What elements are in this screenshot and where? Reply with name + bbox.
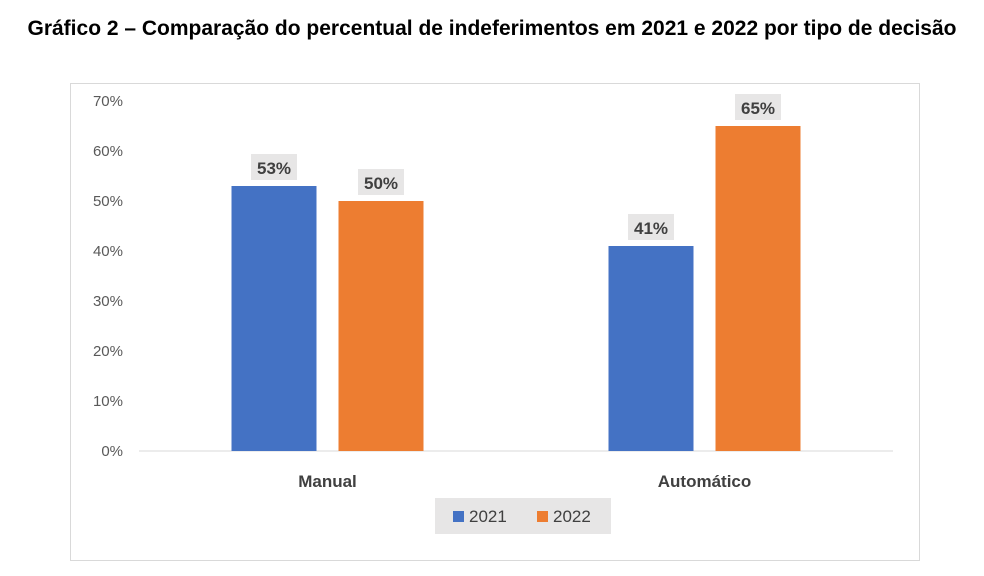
legend-label-2022: 2022 <box>553 507 591 526</box>
legend-swatch-2021 <box>453 511 464 522</box>
data-label-background <box>735 94 781 120</box>
y-tick-label: 30% <box>93 293 123 310</box>
y-tick-label: 50% <box>93 193 123 210</box>
bar-2021-automático <box>608 246 694 451</box>
data-labels: 53% 50% 41% 65% <box>251 94 781 240</box>
data-label-background <box>358 169 404 195</box>
legend-swatch-2022 <box>537 511 548 522</box>
bar-2022-manual <box>338 201 424 451</box>
x-tick-label: Manual <box>298 472 357 491</box>
legend-background <box>435 498 611 534</box>
data-label: 65% <box>741 99 775 118</box>
bar-2022-automático <box>715 126 801 451</box>
bar-2021-manual <box>231 186 317 451</box>
bars <box>231 126 801 451</box>
data-label-background <box>628 214 674 240</box>
y-axis: 0% 10% 20% 30% 40% 50% 60% 70% <box>93 93 123 460</box>
y-tick-label: 60% <box>93 143 123 160</box>
data-label: 53% <box>257 159 291 178</box>
data-label: 50% <box>364 174 398 193</box>
data-label-background <box>251 154 297 180</box>
y-tick-label: 40% <box>93 243 123 260</box>
y-tick-label: 70% <box>93 93 123 110</box>
chart-area: 0% 10% 20% 30% 40% 50% 60% 70% 53% 50% 41% 65% Man… <box>70 83 920 561</box>
chart-title: Gráfico 2 – Comparação do percentual de … <box>27 17 957 40</box>
legend: 2021 2022 <box>435 498 611 534</box>
y-tick-label: 10% <box>93 393 123 410</box>
x-axis: Manual Automático <box>298 472 751 491</box>
x-tick-label: Automático <box>658 472 752 491</box>
y-tick-label: 0% <box>101 443 123 460</box>
data-label: 41% <box>634 219 668 238</box>
y-tick-label: 20% <box>93 343 123 360</box>
legend-label-2021: 2021 <box>469 507 507 526</box>
bar-chart: 0% 10% 20% 30% 40% 50% 60% 70% 53% 50% 41% 65% Man… <box>93 93 893 534</box>
